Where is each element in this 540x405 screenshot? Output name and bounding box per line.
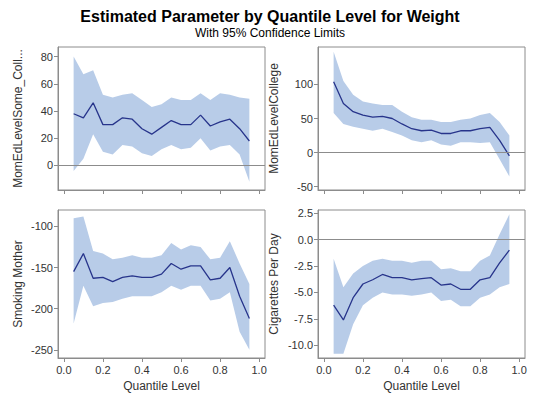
svg-text:0.4: 0.4	[394, 364, 409, 376]
svg-text:80: 80	[41, 51, 53, 63]
svg-text:-250: -250	[31, 344, 53, 356]
svg-text:1.0: 1.0	[251, 364, 266, 376]
svg-text:2.5: 2.5	[298, 207, 313, 219]
svg-text:50: 50	[301, 113, 313, 125]
svg-text:0.8: 0.8	[212, 364, 227, 376]
svg-text:MomEdLevelCollege: MomEdLevelCollege	[267, 63, 281, 174]
svg-text:MomEdLevelSome_Coll...: MomEdLevelSome_Coll...	[11, 49, 25, 188]
svg-text:Estimated Parameter by Quantil: Estimated Parameter by Quantile Level fo…	[80, 8, 460, 25]
svg-text:1.0: 1.0	[511, 364, 526, 376]
svg-text:-5.0: -5.0	[294, 286, 313, 298]
svg-text:With 95% Confidence Limits: With 95% Confidence Limits	[195, 26, 345, 40]
svg-text:0.2: 0.2	[95, 364, 110, 376]
svg-text:-200: -200	[31, 303, 53, 315]
svg-text:0.6: 0.6	[433, 364, 448, 376]
svg-text:100: 100	[295, 78, 313, 90]
svg-text:0.0: 0.0	[298, 234, 313, 246]
svg-text:60: 60	[41, 78, 53, 90]
svg-text:0.0: 0.0	[316, 364, 331, 376]
svg-text:0.2: 0.2	[355, 364, 370, 376]
svg-text:0.6: 0.6	[173, 364, 188, 376]
svg-text:-7.5: -7.5	[294, 313, 313, 325]
svg-text:-100: -100	[31, 220, 53, 232]
svg-text:40: 40	[41, 105, 53, 117]
svg-text:0: 0	[307, 147, 313, 159]
svg-text:Quantile Level: Quantile Level	[123, 379, 200, 393]
svg-text:-50: -50	[297, 181, 313, 193]
svg-text:-150: -150	[31, 262, 53, 274]
svg-text:-2.5: -2.5	[294, 260, 313, 272]
svg-text:Smoking Mother: Smoking Mother	[11, 240, 25, 327]
svg-text:0.4: 0.4	[134, 364, 149, 376]
svg-text:0: 0	[47, 159, 53, 171]
svg-text:-10.0: -10.0	[288, 339, 313, 351]
svg-text:Cigarettes Per Day: Cigarettes Per Day	[267, 233, 281, 334]
svg-text:0.0: 0.0	[56, 364, 71, 376]
svg-text:0.8: 0.8	[472, 364, 487, 376]
svg-text:20: 20	[41, 132, 53, 144]
svg-text:Quantile Level: Quantile Level	[383, 379, 460, 393]
